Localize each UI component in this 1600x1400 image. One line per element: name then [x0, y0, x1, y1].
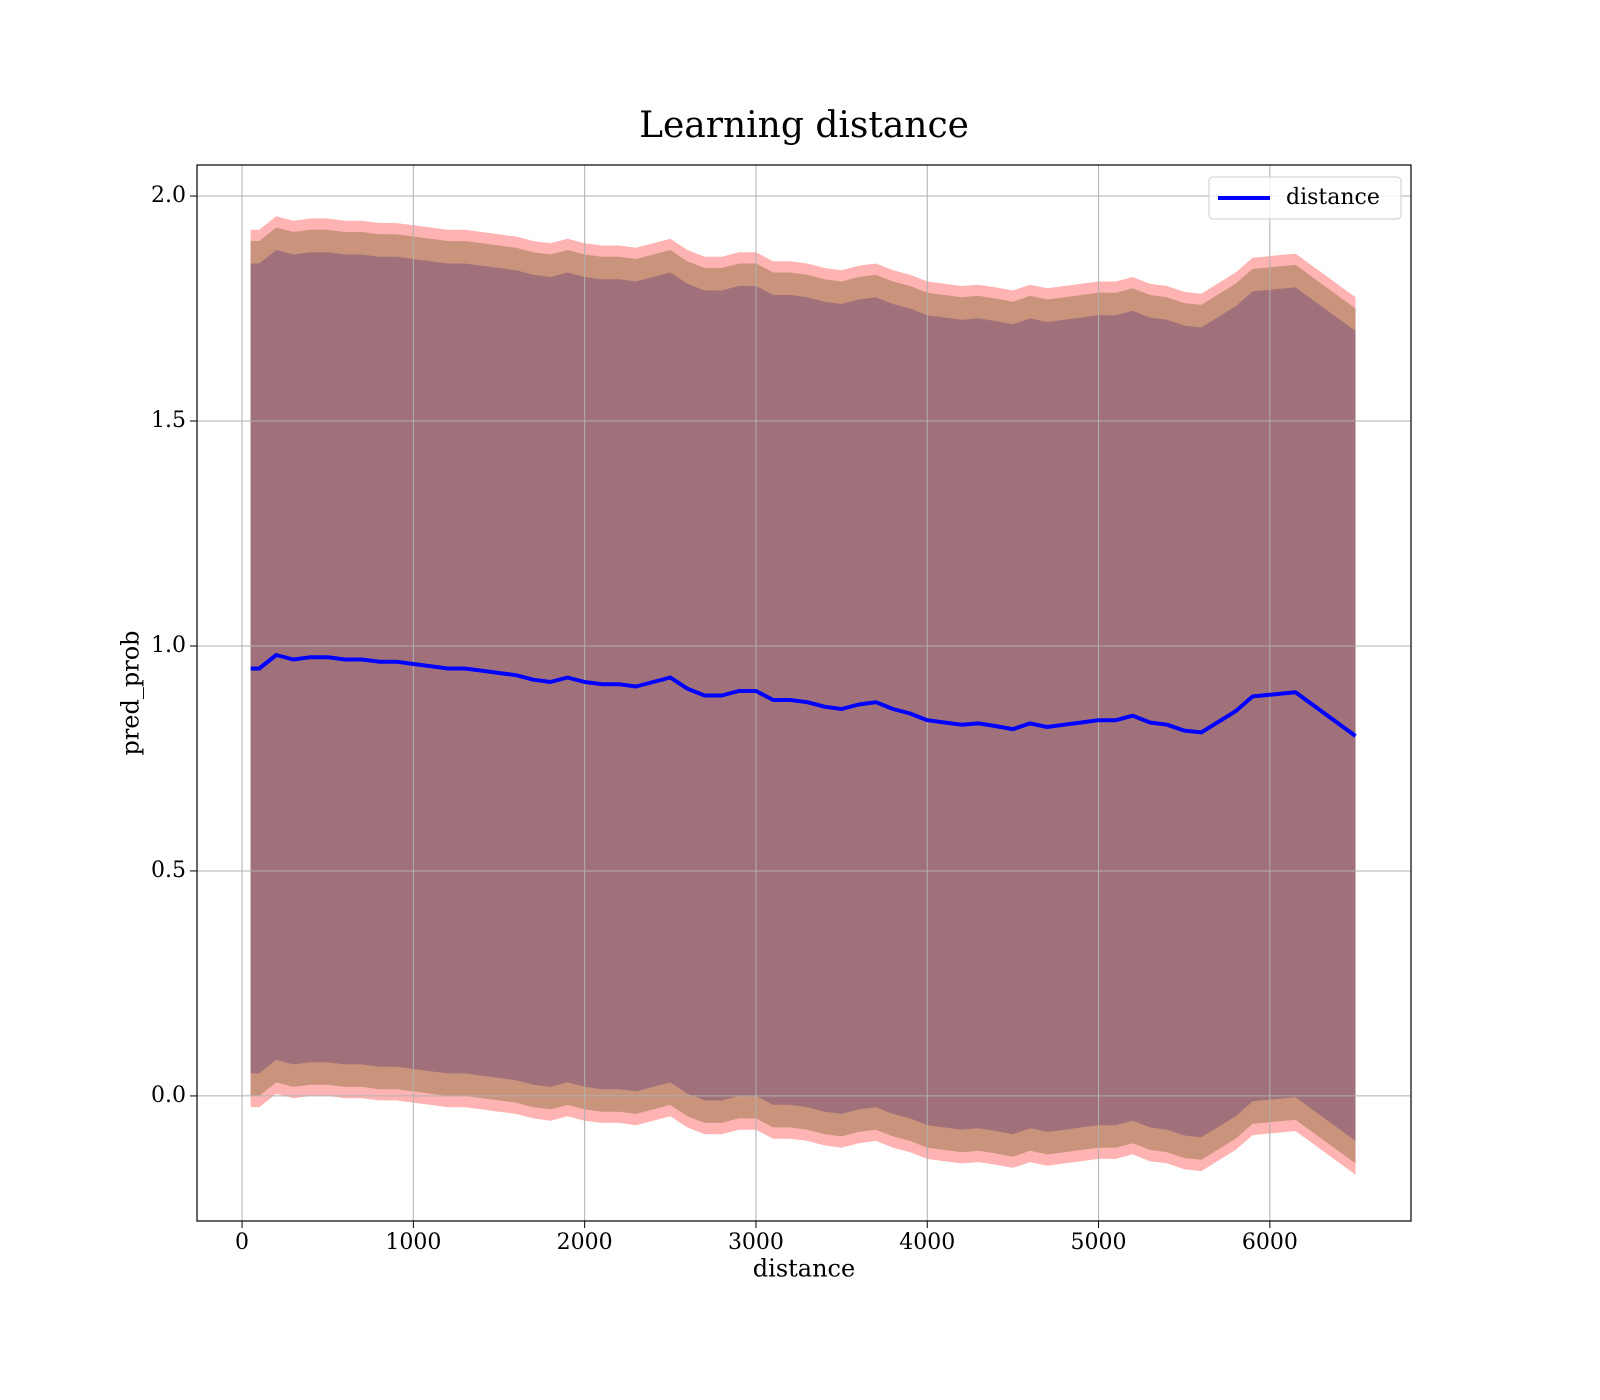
legend-label: distance: [1286, 185, 1380, 210]
x-tick-label: 4000: [899, 1230, 955, 1255]
x-tick-label: 6000: [1242, 1230, 1298, 1255]
legend-box: [1208, 176, 1402, 220]
x-axis-label: distance: [753, 1255, 855, 1283]
plot-frame: [196, 164, 1412, 1222]
x-tick-label: 3000: [728, 1230, 784, 1255]
x-tick-label: 1000: [385, 1230, 441, 1255]
y-tick-label: 0.0: [151, 1083, 186, 1108]
y-tick-label: 2.0: [151, 183, 186, 208]
chart-title: Learning distance: [639, 105, 969, 146]
y-axis-label: pred_prob: [117, 630, 145, 755]
y-tick-label: 0.5: [151, 858, 186, 883]
y-tick-label: 1.5: [151, 408, 186, 433]
x-tick-label: 5000: [1071, 1230, 1127, 1255]
x-tick-label: 0: [235, 1230, 249, 1255]
x-tick-label: 2000: [557, 1230, 613, 1255]
data-line: [250, 653, 1357, 738]
y-tick-label: 1.0: [151, 633, 186, 658]
confidence-band: [250, 250, 1356, 1141]
